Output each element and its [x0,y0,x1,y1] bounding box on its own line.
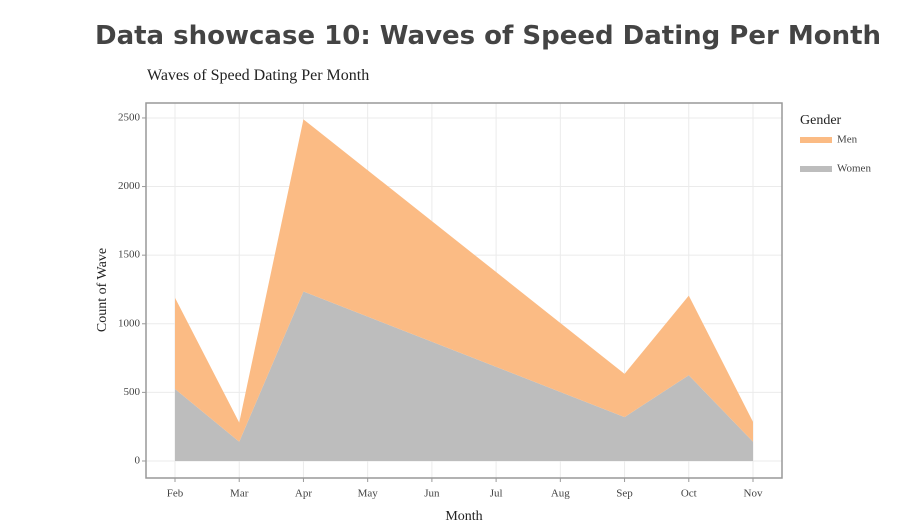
x-tick-label: May [358,488,379,500]
x-tick-label: Apr [295,488,312,500]
legend-swatch [800,137,832,143]
y-tick-label: 2000 [118,180,141,192]
area [175,291,753,461]
x-tick-label: Feb [167,488,184,500]
legend-swatch [800,166,832,172]
x-tick-label: Mar [230,488,249,500]
page-title: Data showcase 10: Waves of Speed Dating … [95,21,881,51]
plot-frame [145,102,783,479]
x-tick-label: Oct [681,488,697,500]
y-tick-label: 2500 [118,111,141,123]
x-tick-label: Sep [616,488,633,500]
y-tick-label: 1500 [118,249,141,261]
areas [175,119,753,461]
y-tick-label: 1000 [118,317,141,329]
y-tick-label: 500 [124,386,141,398]
y-tick-label: 0 [135,455,141,467]
y-axis-label: Count of Wave [95,248,110,332]
legend-title: Gender [800,113,842,128]
chart-title: Waves of Speed Dating Per Month [147,67,369,84]
legend: Men Women [800,134,871,175]
x-tick-label: Nov [744,488,763,500]
x-tick-label: Jun [424,488,440,500]
area [175,119,753,442]
legend-label: Men [837,134,858,146]
x-tick-label: Jul [490,488,503,500]
x-axis-label: Month [445,509,482,524]
x-tick-label: Aug [551,488,570,500]
legend-label: Women [837,163,871,175]
